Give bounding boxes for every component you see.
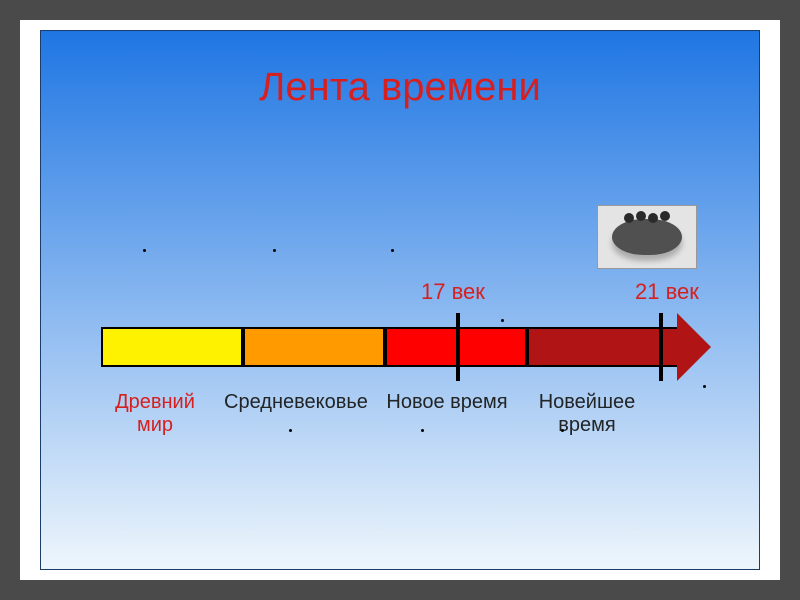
outer-frame: Лента времени 17 век 21 век Древний мир … xyxy=(20,20,780,580)
era-medieval: Средневековье xyxy=(211,391,381,414)
era-contemporary: Новейшее время xyxy=(517,391,657,437)
era-modern: Новое время xyxy=(367,391,527,414)
tick-17c xyxy=(456,313,460,381)
label-17-century: 17 век xyxy=(421,279,485,305)
arrowhead-icon xyxy=(677,313,711,381)
label-21-century: 21 век xyxy=(635,279,699,305)
dot xyxy=(143,249,146,252)
device-icon xyxy=(612,219,682,255)
segment-contemporary xyxy=(527,327,679,367)
timeline xyxy=(101,327,711,367)
dot xyxy=(501,319,504,322)
dot xyxy=(421,429,424,432)
dot xyxy=(289,429,292,432)
dot xyxy=(391,249,394,252)
page-title: Лента времени xyxy=(41,65,759,110)
segment-medieval xyxy=(243,327,385,367)
dot xyxy=(273,249,276,252)
era-ancient: Древний мир xyxy=(95,391,215,437)
dot xyxy=(561,429,564,432)
tick-21c xyxy=(659,313,663,381)
segment-ancient xyxy=(101,327,243,367)
dot xyxy=(703,385,706,388)
artifact-image xyxy=(597,205,697,269)
slide: Лента времени 17 век 21 век Древний мир … xyxy=(40,30,760,570)
